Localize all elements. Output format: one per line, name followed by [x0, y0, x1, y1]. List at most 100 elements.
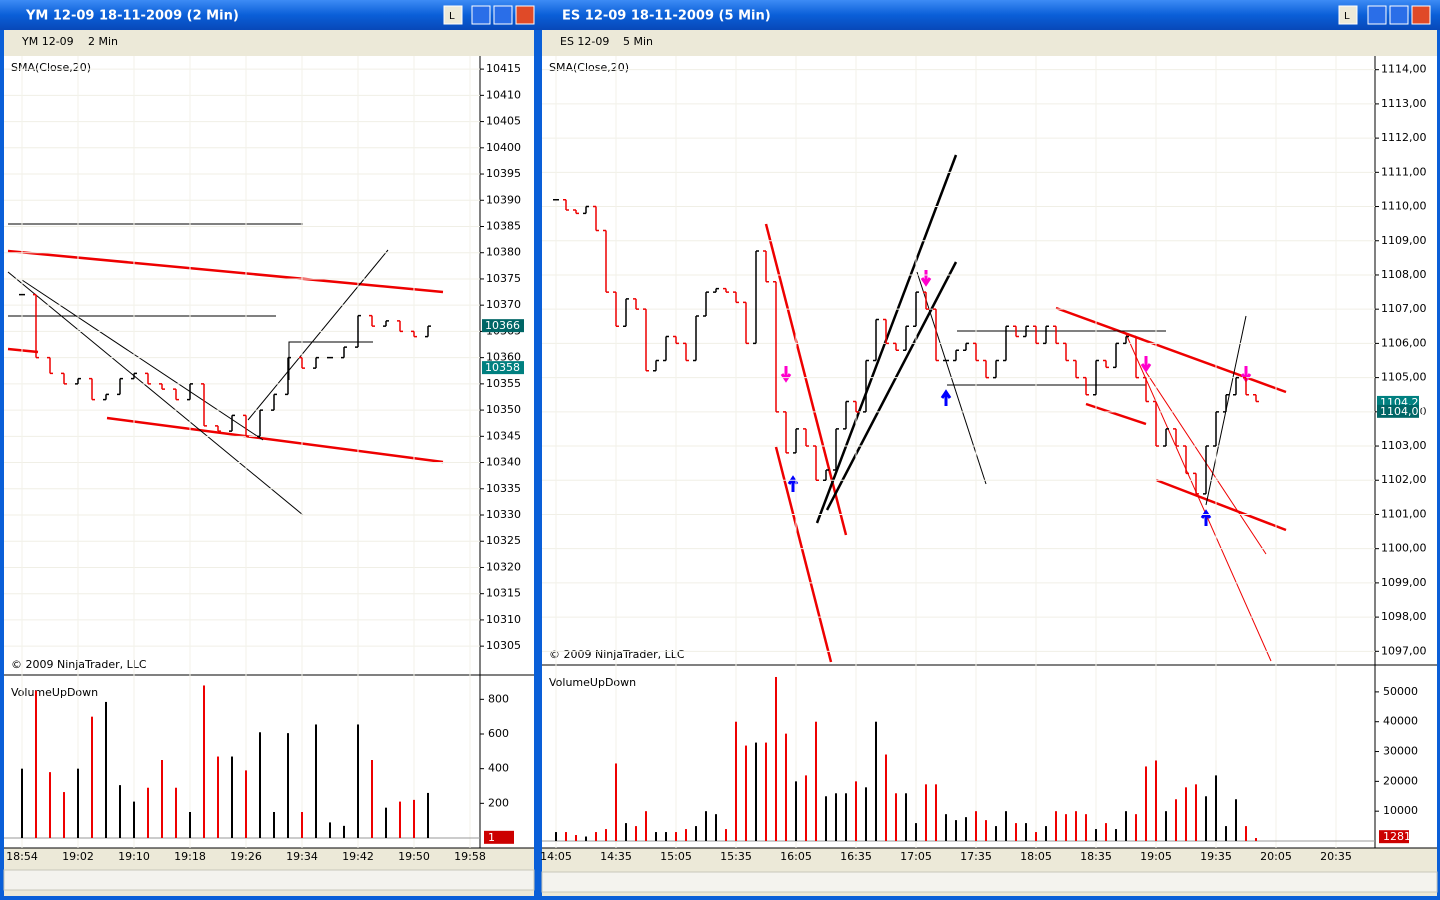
- indicator-label: SMA(Close,20): [549, 61, 629, 74]
- price-bar: [89, 377, 95, 401]
- y-tick-label: 10315: [486, 587, 521, 600]
- svg-text:L: L: [449, 11, 455, 22]
- price-bar: [369, 314, 375, 327]
- price-bar: [1233, 376, 1239, 396]
- x-tick-label: 19:26: [230, 850, 262, 863]
- volume-bar: [585, 836, 587, 841]
- scrollbar[interactable]: [541, 871, 1438, 893]
- price-bar: [1103, 359, 1109, 369]
- button-l[interactable]: [1338, 5, 1358, 25]
- volume-bar: [357, 724, 359, 838]
- volume-bar: [1105, 823, 1107, 841]
- maximize[interactable]: [1389, 5, 1409, 25]
- volume-label: VolumeUpDown: [11, 686, 98, 699]
- instrument-select[interactable]: YM 12-09: [21, 35, 74, 48]
- price-bar: [713, 287, 719, 293]
- volume-bar: [755, 742, 757, 841]
- price-bar: [1153, 400, 1159, 447]
- volume-bar: [835, 793, 837, 841]
- y-tick-label: 10400: [486, 141, 521, 154]
- y-tick-label: 10000: [1383, 804, 1418, 817]
- price-marker: [1377, 404, 1419, 418]
- volume-bar: [91, 716, 93, 838]
- interval-select[interactable]: 5 Min: [623, 35, 653, 48]
- price-bar: [397, 320, 403, 333]
- volume-bar: [1085, 814, 1087, 841]
- price-bar: [633, 298, 639, 310]
- y-tick-label: 10345: [486, 429, 521, 442]
- price-bar: [873, 318, 879, 362]
- volume-bar: [605, 829, 607, 841]
- y-tick-label: 20000: [1383, 774, 1418, 787]
- interval-select[interactable]: 2 Min: [88, 35, 118, 48]
- volume-bar: [935, 784, 937, 841]
- price-bar: [913, 291, 919, 328]
- volume-bar: [765, 742, 767, 841]
- price-bar: [733, 291, 739, 304]
- title-bar[interactable]: [538, 0, 1440, 30]
- volume-bar: [371, 760, 373, 838]
- y-tick-label: 50000: [1383, 685, 1418, 698]
- y-tick-label: 10375: [486, 272, 521, 285]
- volume-bar: [1005, 811, 1007, 841]
- close[interactable]: [1411, 5, 1431, 25]
- volume-bar: [189, 812, 191, 838]
- price-bar: [1183, 445, 1189, 475]
- price-bar: [61, 372, 67, 385]
- volume-bar: [161, 760, 163, 838]
- price-bar: [285, 356, 291, 396]
- price-bar: [117, 377, 123, 396]
- y-tick-label: 1109,00: [1381, 234, 1427, 247]
- button-l[interactable]: [443, 5, 463, 25]
- instrument-select[interactable]: ES 12-09: [560, 35, 609, 48]
- maximize[interactable]: [493, 5, 513, 25]
- price-bar: [743, 301, 749, 345]
- volume-bar: [675, 832, 677, 841]
- price-bar: [963, 342, 969, 351]
- x-tick-label: 19:05: [1140, 850, 1172, 863]
- volume-bar: [625, 823, 627, 841]
- price-bar: [833, 428, 839, 471]
- minimize[interactable]: [471, 5, 491, 25]
- y-tick-label: 10380: [486, 246, 521, 259]
- y-tick-label: 1099,00: [1381, 576, 1427, 589]
- close[interactable]: [515, 5, 535, 25]
- volume-marker: [484, 830, 514, 844]
- price-bar: [1223, 393, 1229, 413]
- volume-bar: [175, 787, 177, 838]
- price-bar: [703, 291, 709, 317]
- y-tick-label: 30000: [1383, 745, 1418, 758]
- y-tick-label: 400: [488, 762, 509, 775]
- price-bar: [1173, 428, 1179, 447]
- y-tick-label: 1102,00: [1381, 473, 1427, 486]
- volume-bar: [1155, 760, 1157, 841]
- price-bars: [19, 293, 431, 438]
- volume-bar: [245, 770, 247, 838]
- y-tick-label: 10335: [486, 482, 521, 495]
- volume-bar: [1185, 787, 1187, 841]
- scrollbar[interactable]: [3, 869, 535, 891]
- price-bar: [341, 346, 347, 359]
- price-bar: [1083, 376, 1089, 396]
- volume-bar: [695, 826, 697, 841]
- volume-marker-label: 1: [488, 831, 495, 844]
- minimize[interactable]: [1367, 5, 1387, 25]
- volume-bar: [705, 811, 707, 841]
- price-bar: [299, 356, 305, 369]
- x-tick-label: 18:35: [1080, 850, 1112, 863]
- y-tick-label: 10395: [486, 167, 521, 180]
- price-bar: [903, 325, 909, 351]
- price-bar: [103, 393, 109, 401]
- volume-bar: [1225, 826, 1227, 841]
- volume-bar: [77, 768, 79, 838]
- volume-bar: [63, 792, 65, 838]
- volume-bar: [1145, 766, 1147, 841]
- y-tick-label: 1111,00: [1381, 165, 1427, 178]
- x-tick-label: 19:42: [342, 850, 374, 863]
- price-marker-label: 10358: [485, 361, 520, 374]
- volume-bar: [1135, 814, 1137, 841]
- svg-text:L: L: [1344, 11, 1350, 22]
- x-tick-label: 15:05: [660, 850, 692, 863]
- volume-bar: [203, 685, 205, 838]
